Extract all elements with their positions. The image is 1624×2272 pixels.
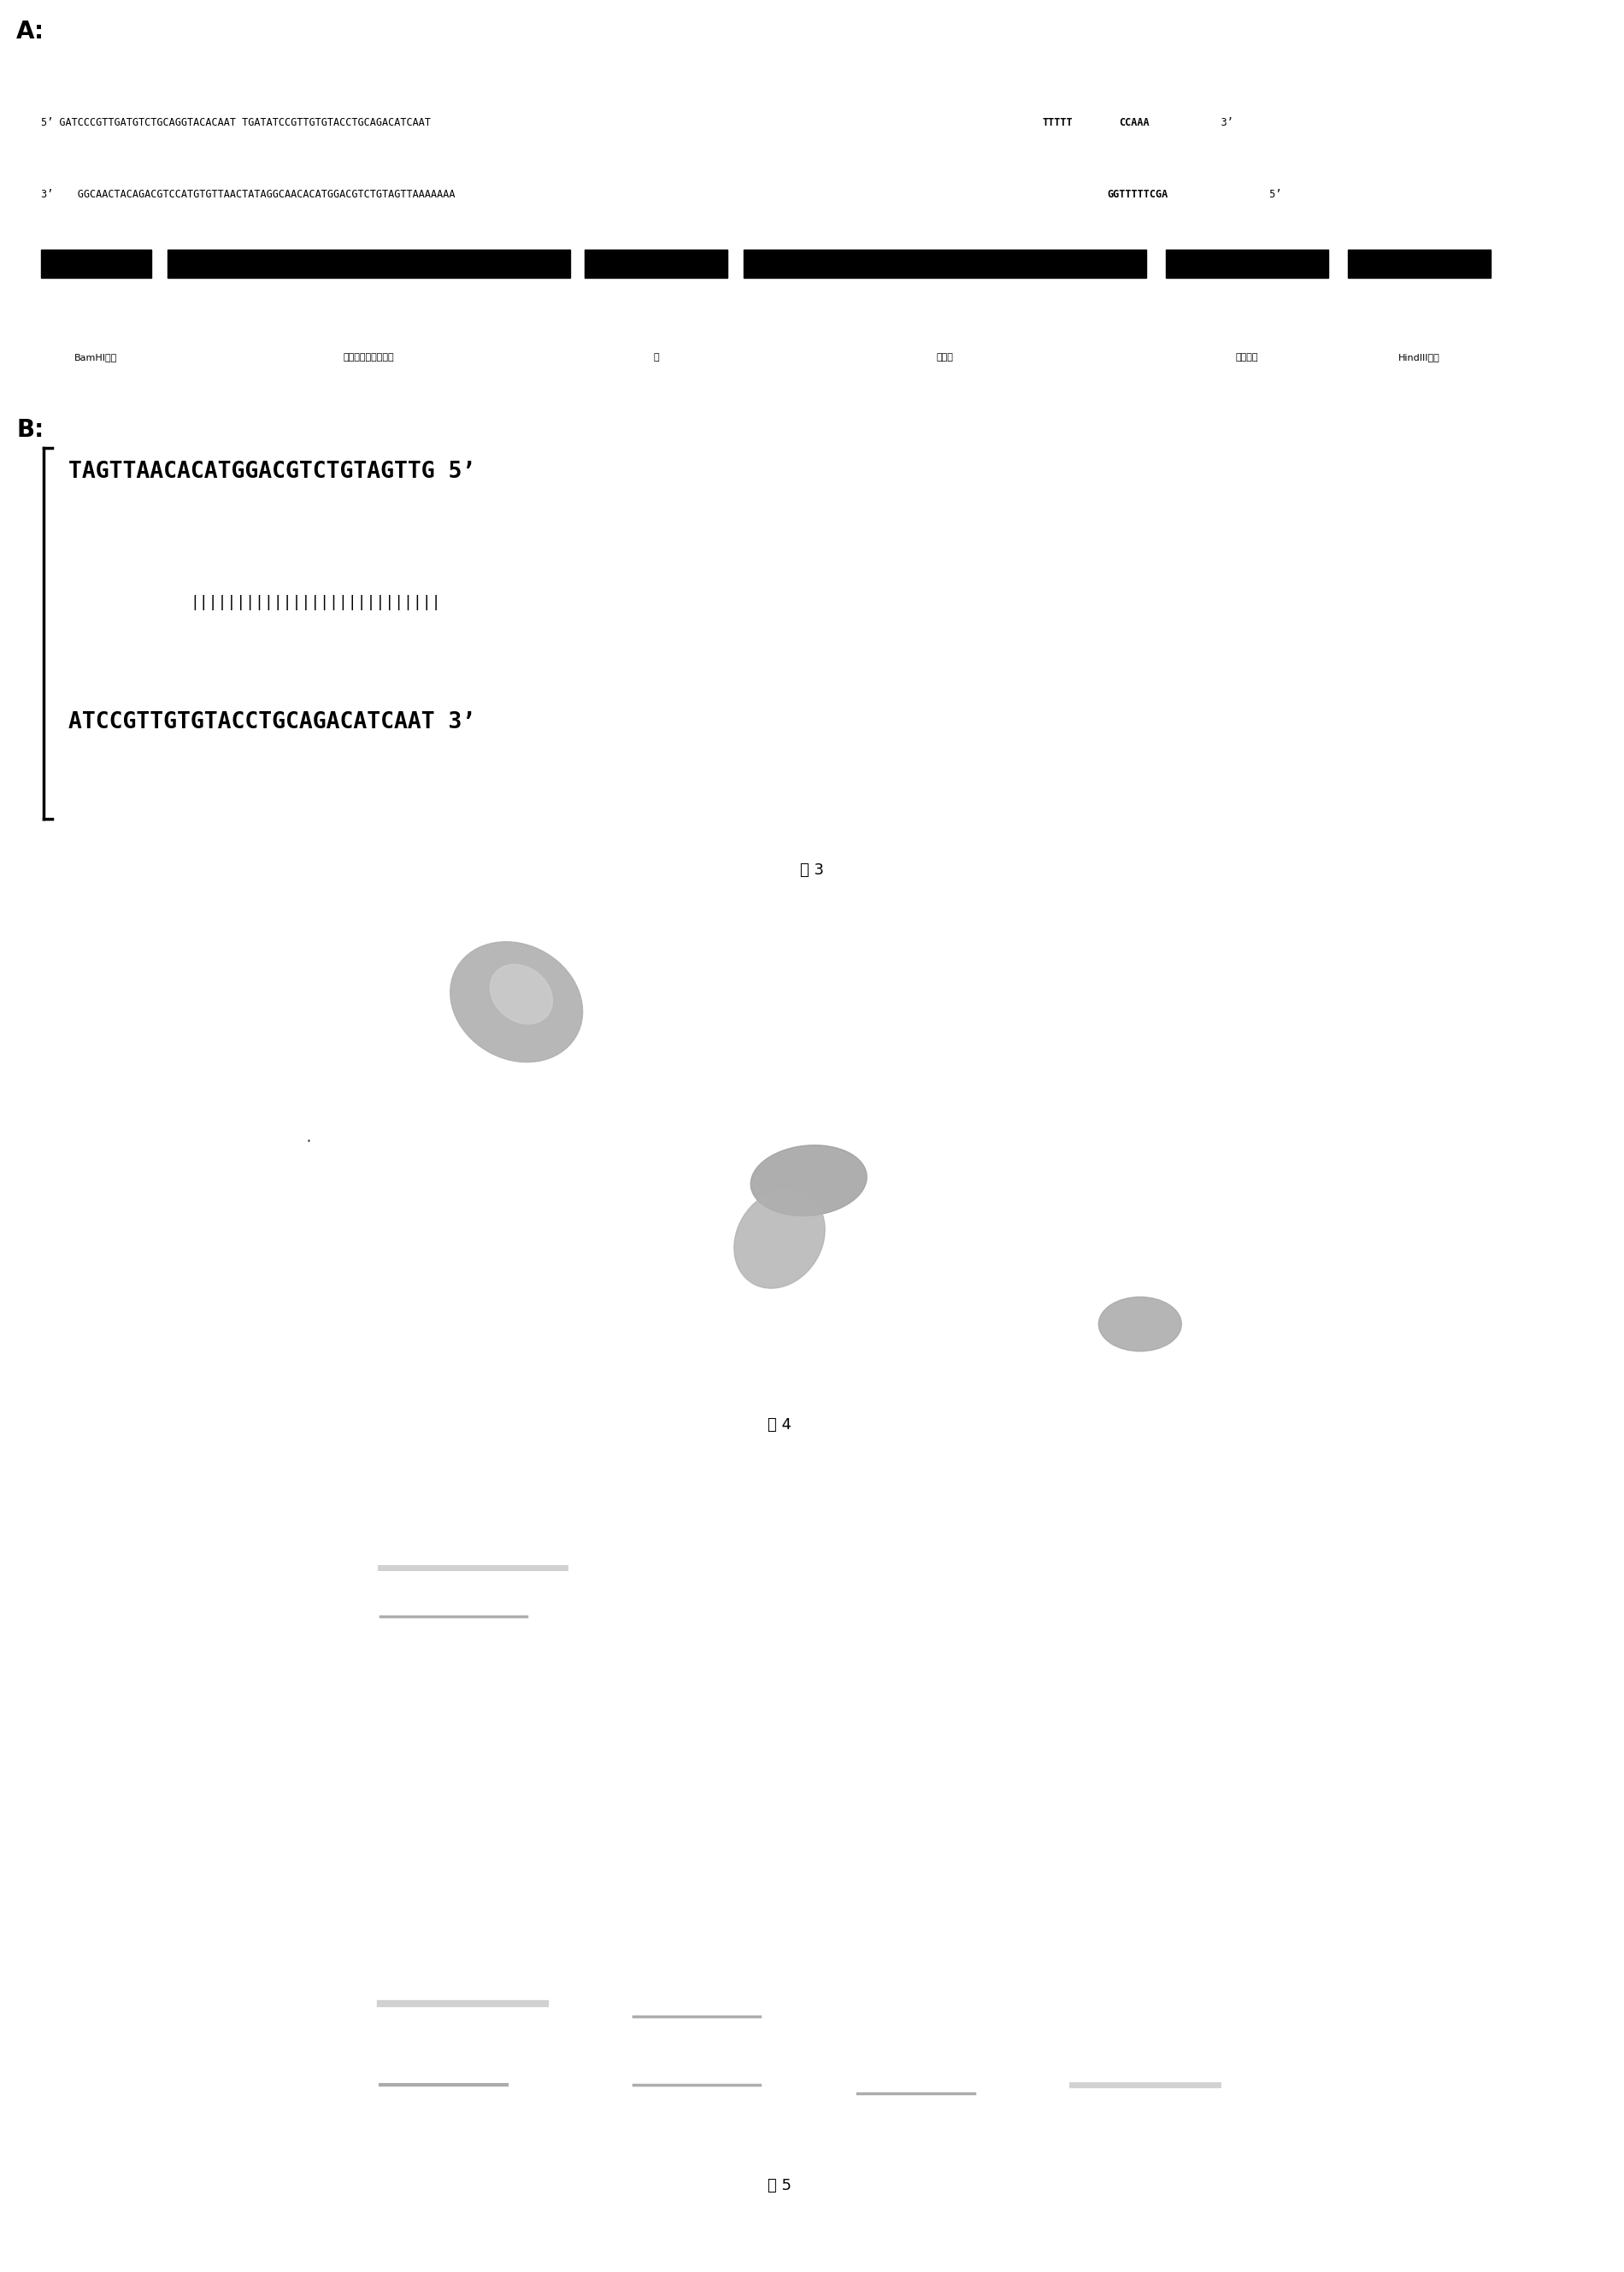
Text: TTTTT: TTTTT bbox=[1043, 118, 1073, 127]
Text: 800bp: 800bp bbox=[297, 1668, 322, 1677]
Text: 与靶序列互补的序列: 与靶序列互补的序列 bbox=[343, 352, 395, 361]
Bar bbox=[167, 250, 570, 277]
Ellipse shape bbox=[450, 943, 583, 1061]
Text: 图 5: 图 5 bbox=[768, 2179, 791, 2192]
Ellipse shape bbox=[734, 1188, 825, 1288]
Text: 5’: 5’ bbox=[1263, 189, 1281, 200]
Bar bbox=[1348, 250, 1491, 277]
Text: CCAAA: CCAAA bbox=[1119, 118, 1150, 127]
Text: 3: 3 bbox=[1117, 1506, 1124, 1518]
Bar bbox=[744, 250, 1147, 277]
Text: 600bp: 600bp bbox=[297, 1779, 322, 1788]
Ellipse shape bbox=[750, 1145, 867, 1216]
Ellipse shape bbox=[490, 963, 552, 1025]
Text: 5’ GATCCCGTTGATGTCTGCAGGTACACAAT TGATATCCGTTGTGTACCTGCAGACATCAAT: 5’ GATCCCGTTGATGTCTGCAGGTACACAAT TGATATC… bbox=[41, 118, 430, 127]
Text: 1000bp: 1000bp bbox=[297, 1563, 326, 1572]
Bar bbox=[1166, 250, 1328, 277]
Text: 3’: 3’ bbox=[1197, 118, 1234, 127]
Text: 2: 2 bbox=[922, 1506, 929, 1518]
Text: 1: 1 bbox=[728, 1506, 734, 1518]
Text: HindIII粘端: HindIII粘端 bbox=[1398, 352, 1440, 361]
Text: TAGTTAACACATGGACGTCTGTAGTTG 5’: TAGTTAACACATGGACGTCTGTAGTTG 5’ bbox=[68, 461, 476, 484]
Text: 环: 环 bbox=[653, 352, 659, 361]
Text: •: • bbox=[307, 1138, 312, 1145]
Ellipse shape bbox=[1098, 1297, 1182, 1352]
Text: 靶序列: 靶序列 bbox=[937, 352, 953, 361]
Text: 500: 500 bbox=[302, 1997, 326, 2011]
Text: 300: 300 bbox=[302, 2079, 326, 2090]
Text: 700bp: 700bp bbox=[297, 1724, 322, 1731]
Text: GGTTTTTCGA: GGTTTTTCGA bbox=[1108, 189, 1169, 200]
Text: 终止序列: 终止序列 bbox=[1236, 352, 1259, 361]
Text: 图 4: 图 4 bbox=[768, 1418, 791, 1431]
Text: 900bp: 900bp bbox=[297, 1613, 322, 1620]
Text: 3’    GGCAACTACAGACGTCCATGTGTTAACTATAGGCAACACATGGACGTCTGTAGTTAAAAAAA: 3’ GGCAACTACAGACGTCCATGTGTTAACTATAGGCAAC… bbox=[41, 189, 455, 200]
Text: A:: A: bbox=[16, 20, 44, 43]
Text: B:: B: bbox=[16, 418, 44, 441]
Text: Marker: Marker bbox=[450, 1506, 486, 1518]
Text: 图 3: 图 3 bbox=[801, 863, 823, 877]
Text: |||||||||||||||||||||||||||: ||||||||||||||||||||||||||| bbox=[190, 595, 442, 609]
Bar bbox=[585, 250, 728, 277]
Text: BamHI粘端: BamHI粘端 bbox=[75, 352, 117, 361]
Text: β-actin: β-actin bbox=[1212, 1999, 1247, 2008]
Text: ATCCGTTGTGTACCTGCAGACATCAAT 3’: ATCCGTTGTGTACCTGCAGACATCAAT 3’ bbox=[68, 711, 476, 734]
Bar bbox=[41, 250, 151, 277]
